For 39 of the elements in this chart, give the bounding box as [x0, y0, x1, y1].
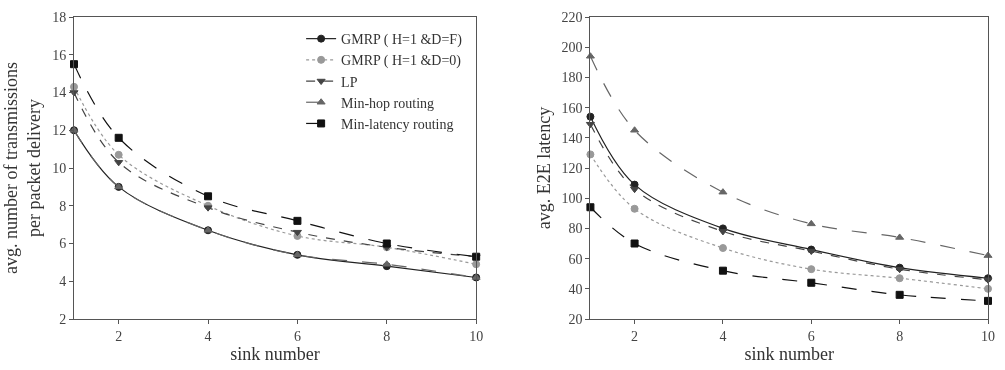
x-tick-label: 4: [719, 328, 727, 344]
legend-label: LP: [341, 74, 358, 90]
x-tick-label: 10: [469, 328, 484, 344]
x-axis-title: sink number: [744, 343, 834, 364]
legend-label: Min-hop routing: [341, 95, 435, 111]
x-axis-title: sink number: [230, 343, 320, 364]
legend-label: Min-latency routing: [341, 116, 454, 132]
y-axis-title: avg. number of transmissions per packet delivery: [1, 62, 45, 274]
legend-label: GMRP ( H=1 &D=0): [341, 53, 462, 70]
y-tick-label: 40: [568, 281, 583, 297]
y-tick-label: 80: [568, 221, 583, 237]
y-tick-label: 18: [52, 9, 67, 25]
y-tick-label: 160: [561, 100, 583, 116]
x-tick-label: 6: [807, 328, 815, 344]
y-tick-label: 200: [561, 40, 583, 56]
y-tick-label: 100: [561, 191, 583, 207]
x-tick-label: 2: [115, 328, 123, 344]
y-tick-label: 20: [568, 311, 583, 327]
y-tick-label: 140: [561, 130, 583, 146]
y-tick-label: 220: [561, 9, 583, 25]
y-tick-label: 8: [59, 198, 67, 214]
y-tick-label: 60: [568, 251, 583, 267]
y-tick-label: 2: [59, 311, 67, 327]
y-tick-label: 14: [52, 85, 67, 101]
y-tick-label: 12: [52, 123, 67, 139]
y-tick-label: 10: [52, 160, 67, 176]
x-tick-label: 4: [204, 328, 212, 344]
x-tick-label: 6: [293, 328, 301, 344]
y-tick-label: 180: [561, 70, 583, 86]
x-tick-label: 8: [896, 328, 904, 344]
y-tick-label: 16: [52, 47, 67, 63]
x-tick-label: 10: [981, 328, 995, 344]
y-tick-label: 120: [561, 160, 583, 176]
y-tick-label: 4: [59, 274, 67, 290]
y-tick-label: 6: [59, 236, 67, 252]
legend-label: GMRP ( H=1 &D=F): [341, 32, 463, 49]
x-tick-label: 8: [383, 328, 391, 344]
y-axis-title: avg. E2E latency: [533, 106, 554, 230]
x-tick-label: 2: [631, 328, 639, 344]
